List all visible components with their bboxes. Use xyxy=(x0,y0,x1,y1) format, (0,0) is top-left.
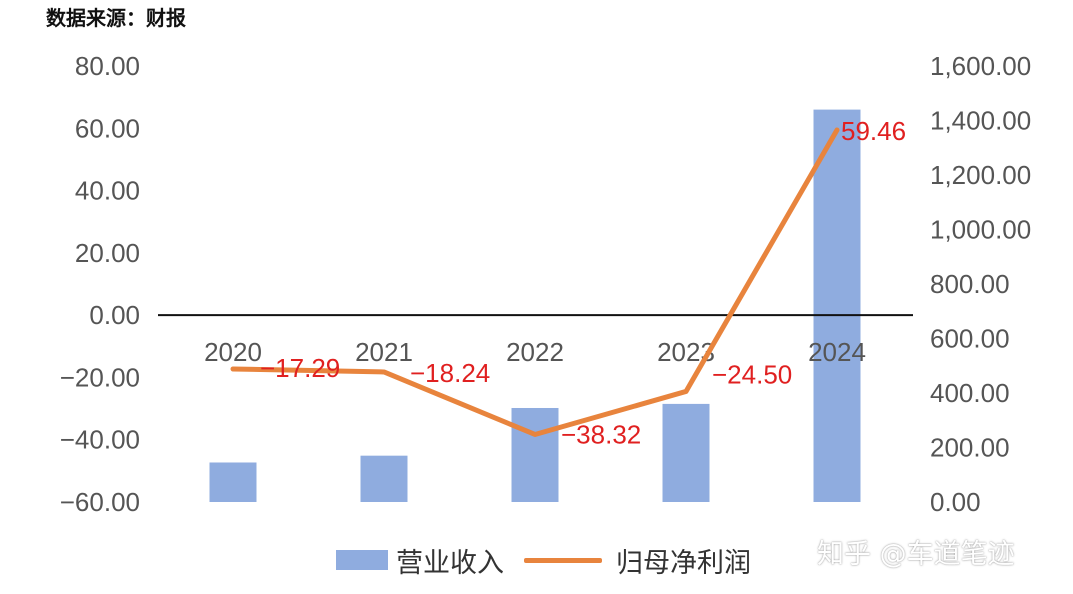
net-profit-data-label: 59.46 xyxy=(841,116,906,146)
net-profit-data-label: −18.24 xyxy=(410,358,490,388)
right-axis-tick-label: 1,000.00 xyxy=(930,215,1031,245)
left-axis-tick-label: −20.00 xyxy=(60,362,140,392)
revenue-bar xyxy=(360,455,408,502)
right-axis-tick-label: 0.00 xyxy=(930,487,981,517)
revenue-bar xyxy=(813,109,861,502)
revenue-bar xyxy=(209,462,257,502)
right-axis-tick-label: 200.00 xyxy=(930,433,1010,463)
left-axis-tick-label: 20.00 xyxy=(75,238,140,268)
left-axis-tick-label: −40.00 xyxy=(60,425,140,455)
legend-revenue-label: 营业收入 xyxy=(396,547,504,579)
left-axis-tick-label: 0.00 xyxy=(89,300,140,330)
right-axis-tick-label: 400.00 xyxy=(930,378,1010,408)
net-profit-data-label: −17.29 xyxy=(260,353,340,383)
combo-chart: 80.00 60.00 40.00 20.00 0.00 −20.00 −40.00 −60.… xyxy=(60,51,1031,517)
legend: 营业收入 归母净利润 xyxy=(336,538,751,582)
category-label: 2020 xyxy=(204,337,262,367)
category-label: 2021 xyxy=(355,337,413,367)
category-label: 2024 xyxy=(808,337,866,367)
revenue-bars xyxy=(209,109,861,502)
net-profit-data-labels: −17.29 −18.24 −38.32 −24.50 59.46 xyxy=(260,116,906,450)
category-label: 2022 xyxy=(506,337,564,367)
left-axis-tick-label: 40.00 xyxy=(75,176,140,206)
revenue-bar xyxy=(662,403,710,502)
right-axis-tick-label: 1,400.00 xyxy=(930,106,1031,136)
right-axis: 1,600.00 1,400.00 1,200.00 1,000.00 800.00 60… xyxy=(930,51,1031,517)
right-axis-tick-label: 1,200.00 xyxy=(930,160,1031,190)
left-axis: 80.00 60.00 40.00 20.00 0.00 −20.00 −40.00 −60.… xyxy=(60,51,140,517)
left-axis-tick-label: 80.00 xyxy=(75,51,140,81)
category-labels: 2020 2021 2022 2023 2024 xyxy=(204,337,866,367)
net-profit-line xyxy=(230,127,840,437)
right-axis-tick-label: 800.00 xyxy=(930,269,1010,299)
net-profit-data-label: −24.50 xyxy=(712,359,792,389)
legend-line-swatch xyxy=(524,557,602,563)
data-source-label: 数据来源：财报 xyxy=(46,6,186,30)
left-axis-tick-label: 60.00 xyxy=(75,113,140,143)
legend-profit-label: 归母净利润 xyxy=(616,547,751,579)
right-axis-tick-label: 600.00 xyxy=(930,324,1010,354)
watermark: 知乎 @车道笔迹 xyxy=(817,539,1015,570)
legend-bar-swatch xyxy=(336,550,388,570)
revenue-bar xyxy=(511,407,559,502)
left-axis-tick-label: −60.00 xyxy=(60,487,140,517)
right-axis-tick-label: 1,600.00 xyxy=(930,51,1031,81)
net-profit-data-label: −38.32 xyxy=(561,419,641,449)
